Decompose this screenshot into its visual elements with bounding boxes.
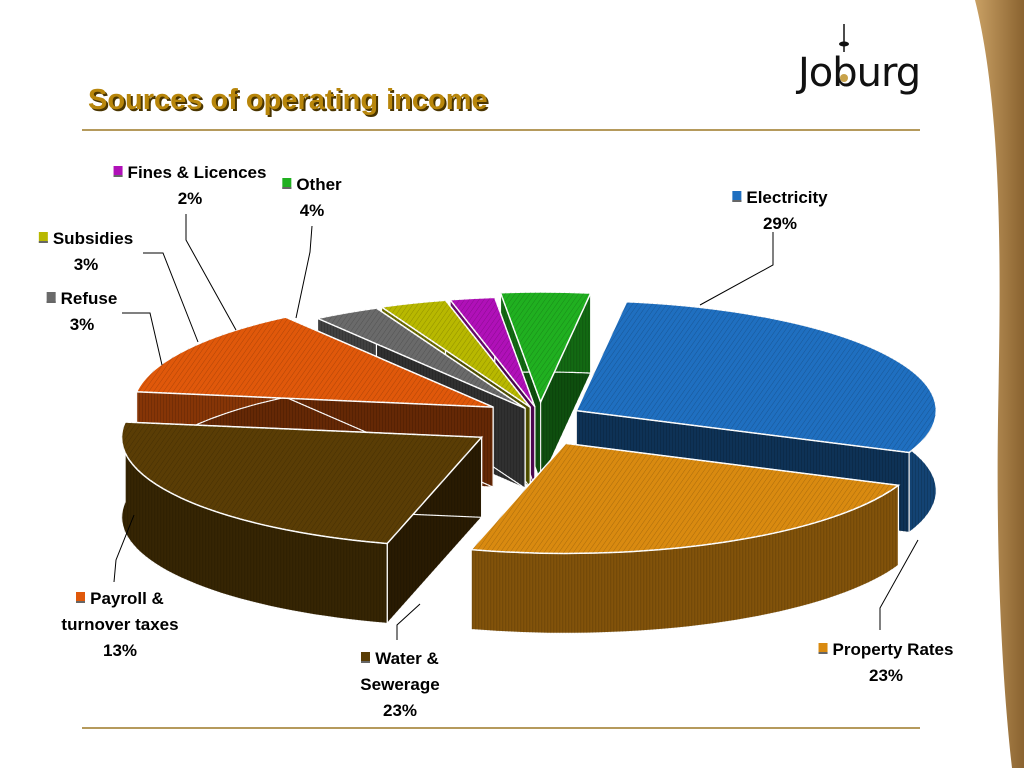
slice-value: 3% bbox=[73, 255, 99, 274]
legend-swatch bbox=[76, 592, 86, 603]
legend-swatch bbox=[282, 178, 292, 189]
data-label-electricity: Electricity 29% bbox=[732, 185, 828, 237]
data-label-fines-licences: Fines & Licences 2% bbox=[113, 160, 267, 212]
data-label-refuse: Refuse 3% bbox=[46, 286, 118, 338]
slice-value: 13% bbox=[102, 641, 138, 660]
slice-label: Water & Sewerage bbox=[360, 649, 440, 694]
leader-line-electricity bbox=[699, 232, 774, 306]
legend-swatch bbox=[818, 643, 828, 654]
legend-swatch bbox=[361, 652, 371, 663]
slice-label: Fines & Licences bbox=[127, 163, 267, 182]
data-label-property-rates: Property Rates 23% bbox=[818, 637, 954, 689]
slice-property-rates bbox=[469, 441, 901, 634]
slice-value: 23% bbox=[382, 701, 418, 720]
leader-line-water-sewerage bbox=[396, 603, 421, 640]
slice-value: 3% bbox=[69, 315, 95, 334]
leader-line-subsidies bbox=[143, 252, 199, 343]
legend-swatch bbox=[732, 191, 742, 202]
slice-water-sewerage bbox=[120, 421, 484, 626]
legend-swatch bbox=[46, 292, 56, 303]
page-title: Sources of operating income bbox=[88, 84, 488, 116]
slice-value: 2% bbox=[177, 189, 203, 208]
slice-label: Property Rates bbox=[832, 640, 954, 659]
slice-label: Other bbox=[296, 175, 342, 194]
leader-line-other bbox=[295, 225, 313, 319]
joburg-logo: Joburg bbox=[792, 22, 932, 102]
slice-label: Refuse bbox=[60, 289, 118, 308]
top-rule bbox=[82, 129, 920, 131]
slice-label: Subsidies bbox=[52, 229, 134, 248]
bottom-rule bbox=[82, 727, 920, 729]
data-label-water-sewerage: Water & Sewerage 23% bbox=[345, 646, 455, 724]
leader-line-payroll-turnover-taxes bbox=[113, 514, 135, 583]
leader-line-property-rates bbox=[879, 539, 919, 630]
slice-label: Payroll & turnover taxes bbox=[61, 589, 179, 634]
data-label-subsidies: Subsidies 3% bbox=[38, 226, 134, 278]
slice-value: 23% bbox=[868, 666, 904, 685]
data-label-payroll-turnover-taxes: Payroll & turnover taxes 13% bbox=[45, 586, 195, 664]
logo-text: Joburg bbox=[798, 50, 921, 96]
side-band-shape bbox=[975, 0, 1024, 768]
leader-line-refuse bbox=[122, 312, 163, 366]
data-label-other: Other 4% bbox=[282, 172, 342, 224]
slice-value: 29% bbox=[762, 214, 798, 233]
leader-line-fines-licences bbox=[185, 214, 237, 331]
slice-label: Electricity bbox=[746, 188, 828, 207]
legend-swatch bbox=[38, 232, 48, 243]
tower-icon bbox=[839, 24, 849, 82]
legend-swatch bbox=[113, 166, 123, 177]
slice-value: 4% bbox=[299, 201, 325, 220]
